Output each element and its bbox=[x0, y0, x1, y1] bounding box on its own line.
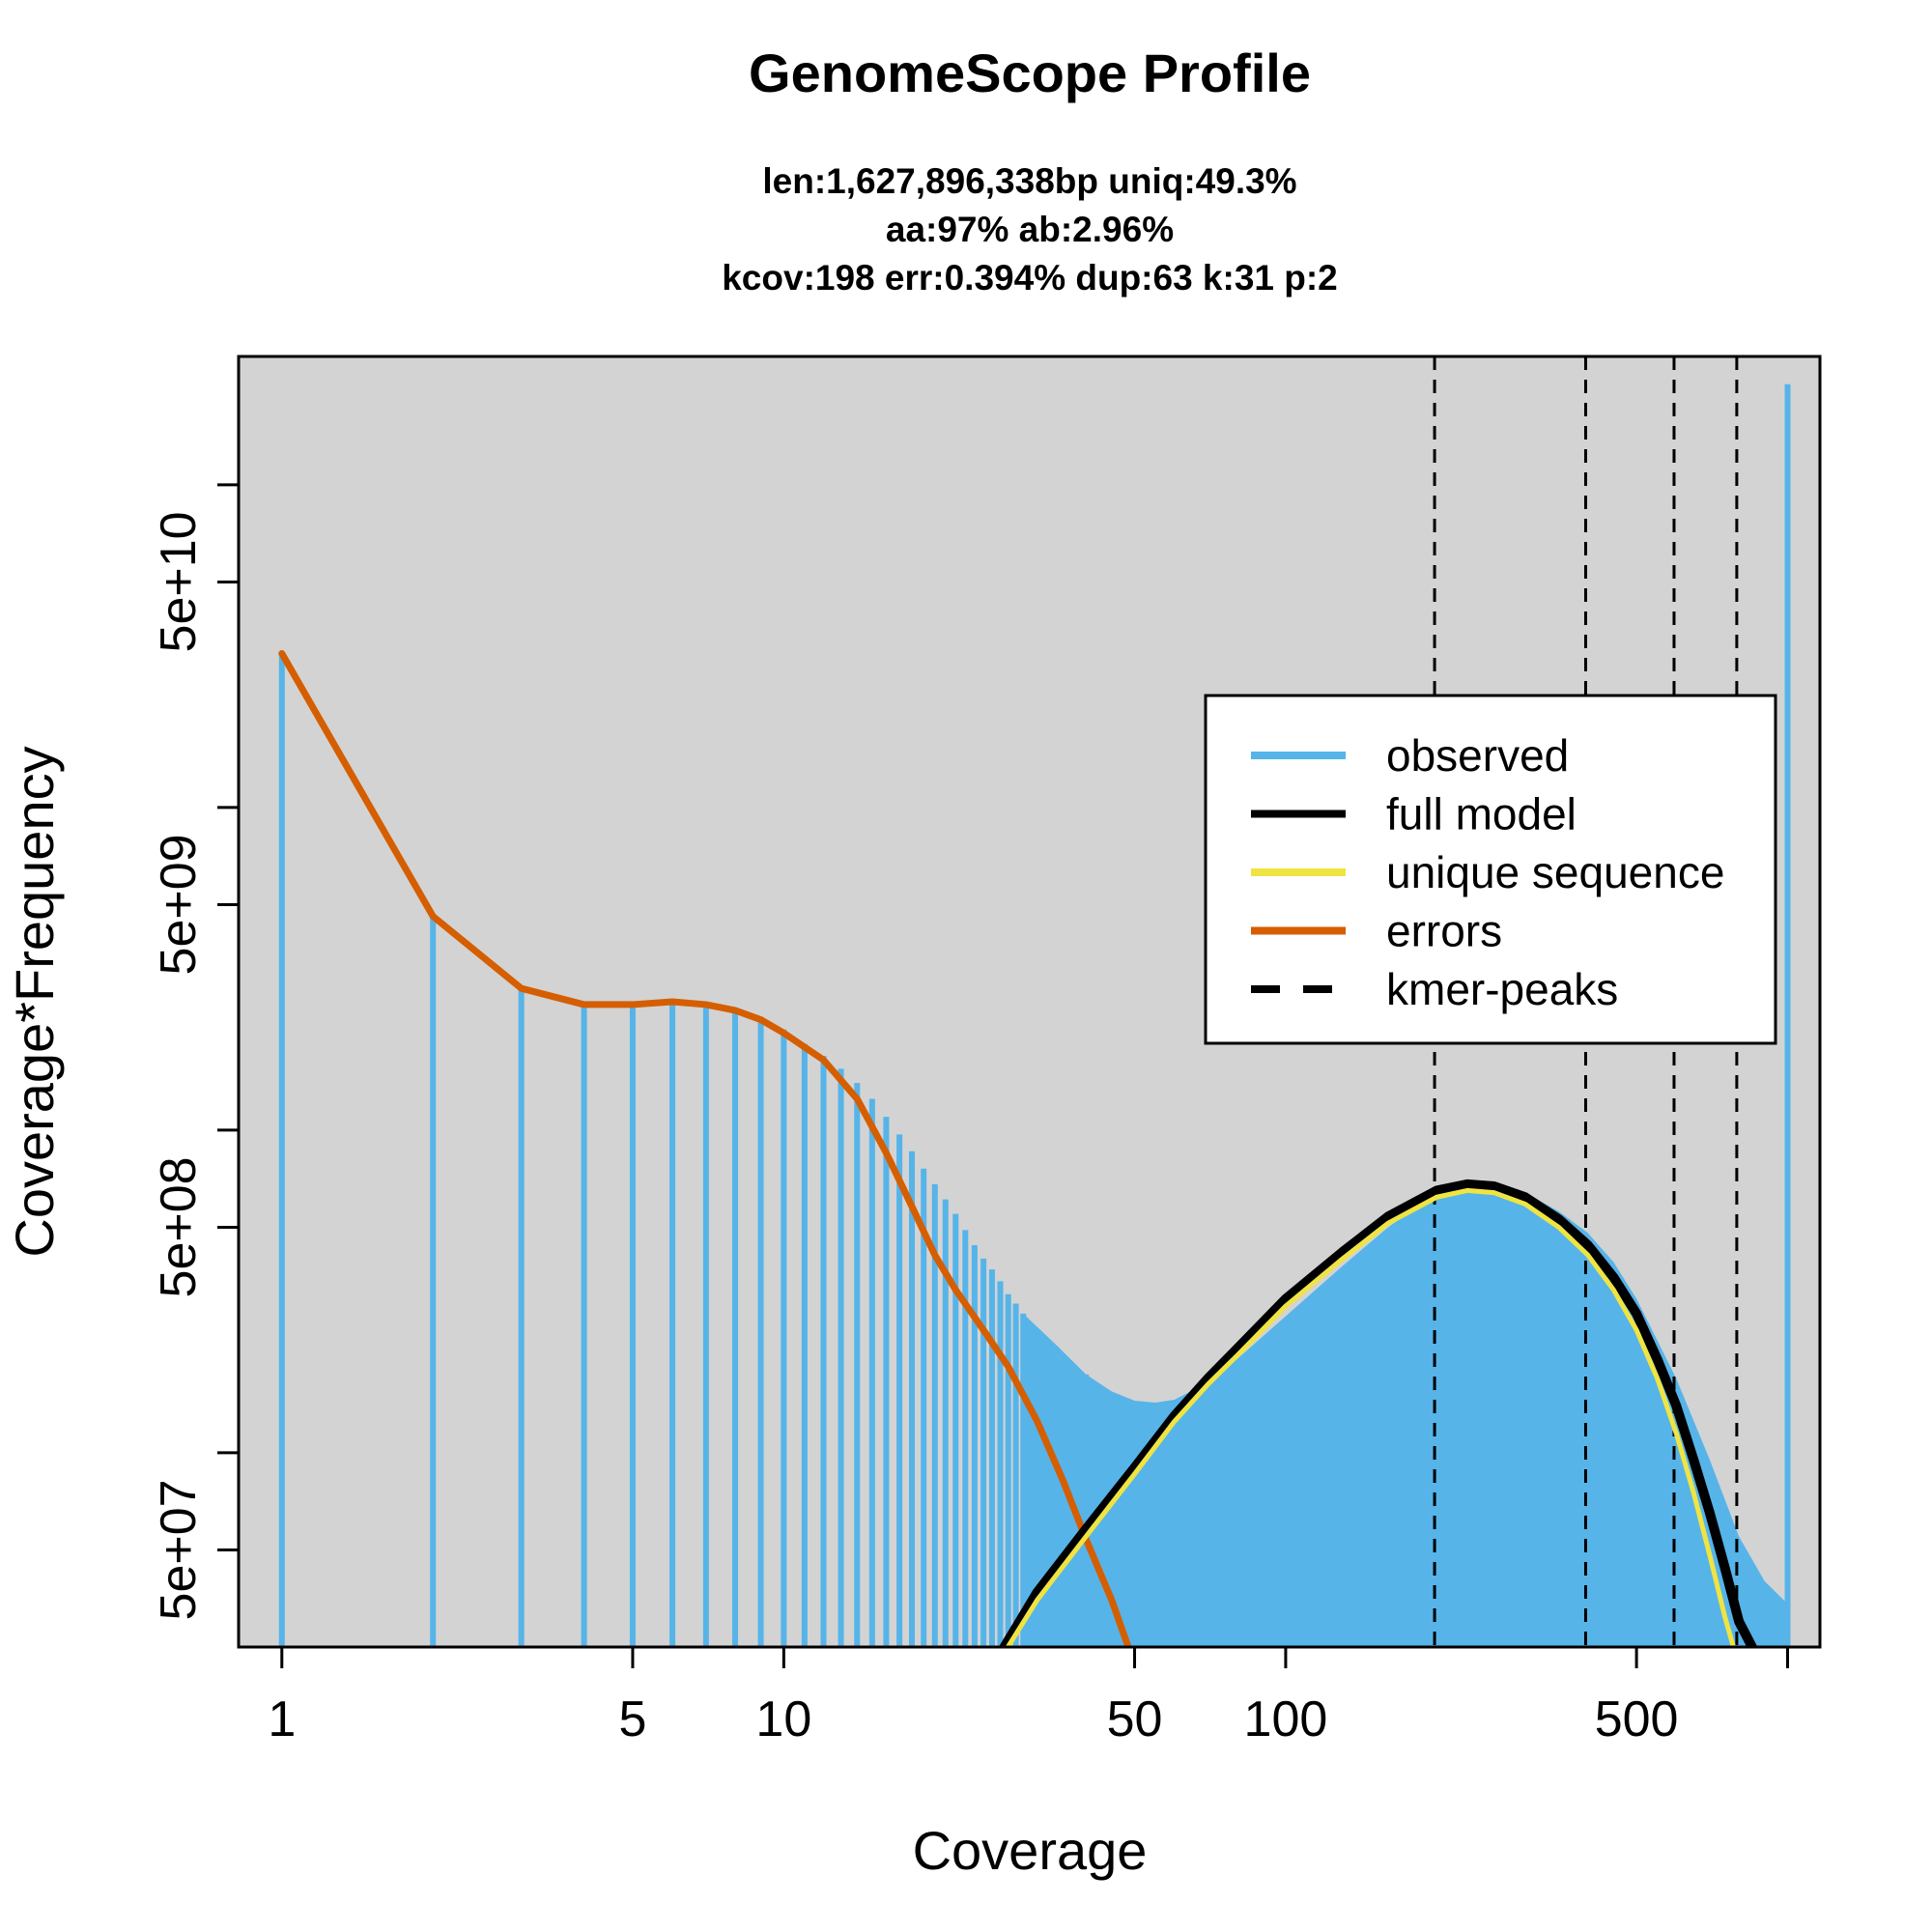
y-tick-label: 5e+09 bbox=[151, 834, 207, 975]
observed-area bbox=[1023, 1181, 1788, 1647]
legend-label: errors bbox=[1386, 906, 1502, 956]
x-tick-label: 100 bbox=[1244, 1691, 1328, 1747]
x-tick-label: 500 bbox=[1595, 1691, 1679, 1747]
x-tick-label: 1 bbox=[268, 1691, 296, 1747]
legend: observed full model unique sequence errors k… bbox=[1204, 694, 1777, 1045]
x-tick-label: 5 bbox=[618, 1691, 646, 1747]
series-line-unique-sequence bbox=[1005, 1187, 1736, 1647]
x-tick-label: 10 bbox=[755, 1691, 811, 1747]
series-line-full-model bbox=[999, 1179, 1757, 1647]
legend-label: full model bbox=[1386, 789, 1577, 839]
y-axis: 5e+07 5e+08 5e+09 5e+10 bbox=[151, 483, 239, 1620]
y-axis-label: Coverage*Frequency bbox=[4, 746, 65, 1257]
legend-label: unique sequence bbox=[1386, 847, 1724, 897]
y-tick-label: 5e+07 bbox=[151, 1479, 207, 1620]
plot-frame bbox=[237, 355, 1822, 1649]
x-axis-label: Coverage bbox=[913, 1820, 1148, 1881]
chart-title: GenomeScope Profile bbox=[749, 43, 1311, 103]
legend-label: observed bbox=[1386, 730, 1569, 781]
x-axis: 1 5 10 50 100 500 bbox=[268, 1647, 1790, 1747]
chart-subtitle-line-2: aa:97% ab:2.96% bbox=[886, 210, 1174, 249]
y-tick-label: 5e+08 bbox=[151, 1156, 207, 1297]
y-tick-label: 5e+10 bbox=[151, 511, 207, 652]
model-lines bbox=[278, 650, 1757, 1647]
chart-subtitle-line-1: len:1,627,896,338bp uniq:49.3% bbox=[762, 161, 1296, 201]
observed-series bbox=[278, 384, 1791, 1647]
chart-subtitle-line-3: kcov:198 err:0.394% dup:63 k:31 p:2 bbox=[722, 258, 1338, 298]
legend-label: kmer-peaks bbox=[1386, 964, 1618, 1014]
x-tick-label: 50 bbox=[1107, 1691, 1163, 1747]
